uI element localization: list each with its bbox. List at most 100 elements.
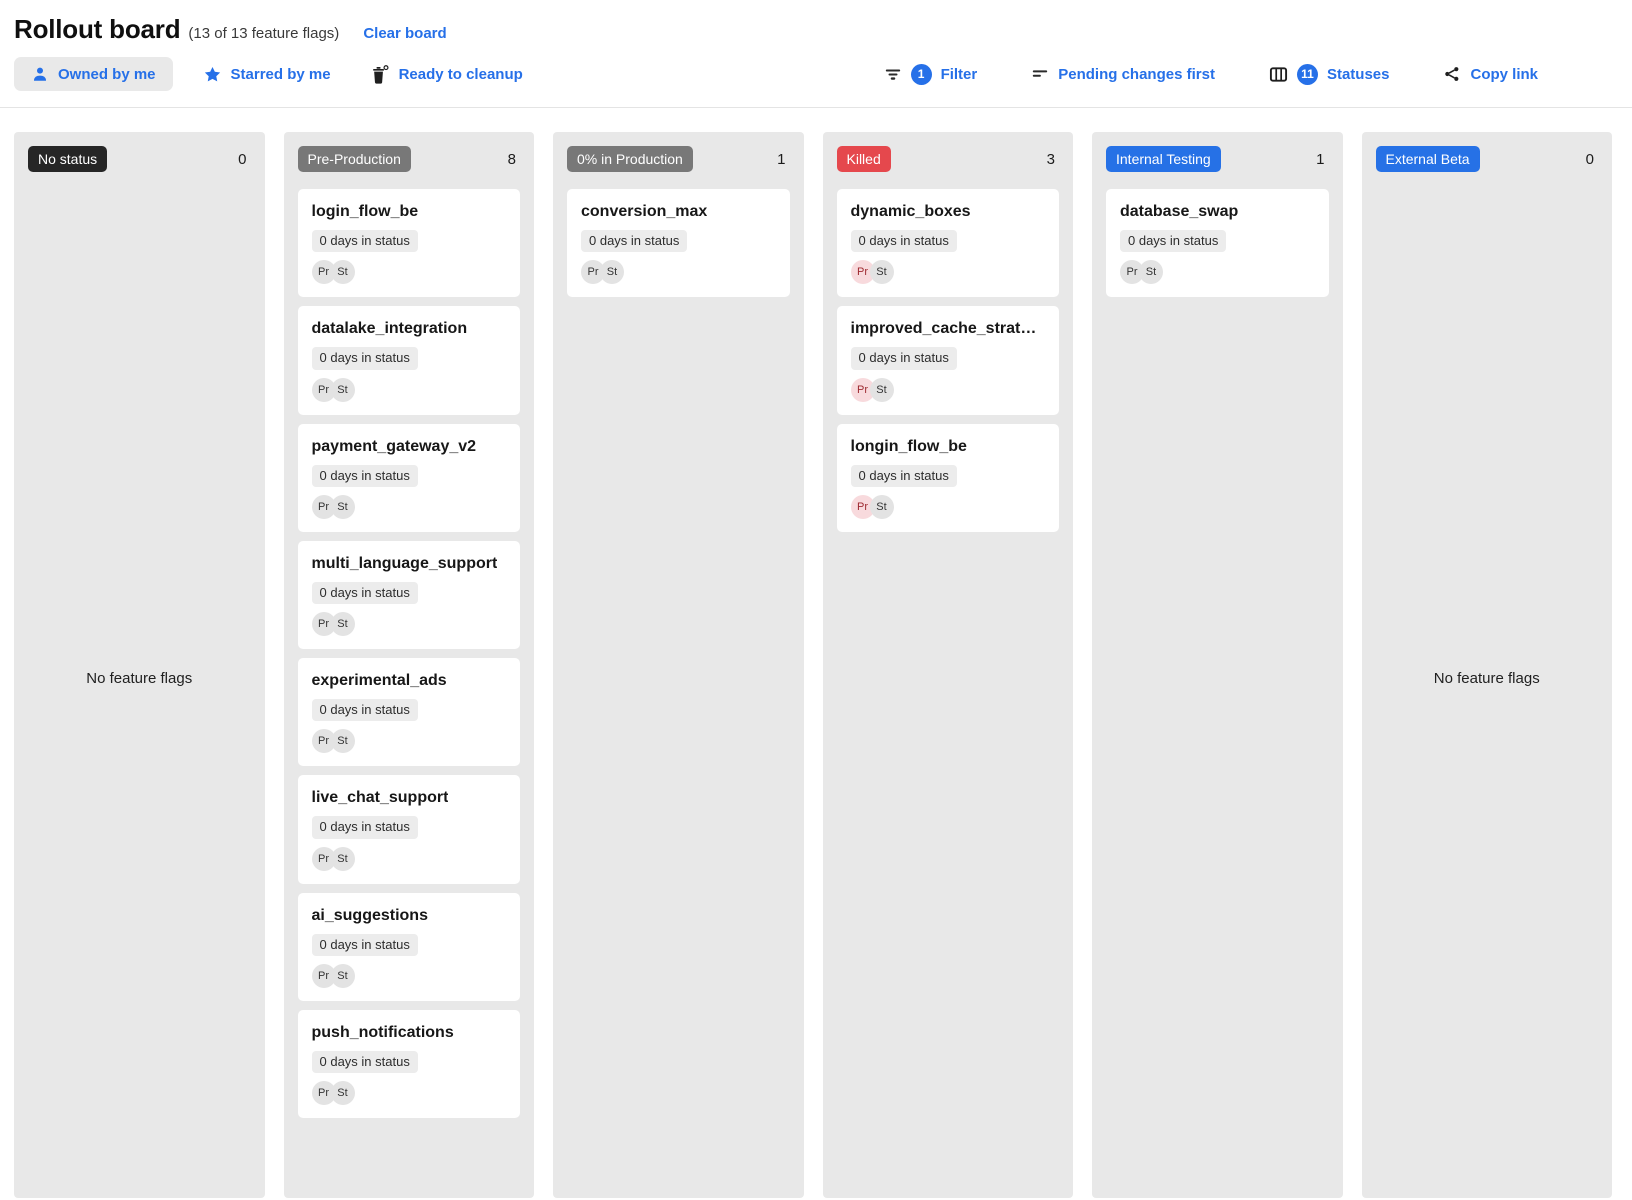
- feature-flag-card[interactable]: dynamic_boxes 0 days in status Pr St: [836, 189, 1059, 298]
- environment-chips: Pr St: [311, 612, 355, 637]
- statuses-count-badge: 11: [1296, 63, 1318, 85]
- days-in-status-chip: 0 days in status: [311, 699, 418, 722]
- flag-name: dynamic_boxes: [850, 203, 971, 220]
- days-in-status-chip: 0 days in status: [311, 347, 418, 370]
- starred-by-me-button[interactable]: Starred by me: [195, 57, 339, 91]
- flag-name: payment_gateway_v2: [311, 437, 477, 455]
- clear-board-link[interactable]: Clear board: [363, 25, 447, 42]
- feature-flag-card[interactable]: push_notifications 0 days in status Pr St: [297, 1010, 520, 1119]
- column-header: External Beta 0: [1375, 146, 1599, 172]
- env-chip-st: St: [330, 377, 355, 402]
- env-chip-st: St: [330, 1081, 355, 1106]
- days-in-status-chip: 0 days in status: [311, 816, 418, 839]
- flag-count-subtitle: (13 of 13 feature flags): [188, 25, 340, 42]
- feature-flag-card[interactable]: ai_suggestions 0 days in status Pr St: [297, 892, 520, 1002]
- share-icon: [1443, 65, 1461, 83]
- flag-name: conversion_max: [581, 203, 708, 220]
- page-title: Rollout board: [14, 14, 181, 44]
- filter-label: Filter: [940, 65, 978, 83]
- environment-chips: Pr St: [311, 494, 355, 519]
- filter-icon: [884, 65, 902, 83]
- copy-link-button[interactable]: Copy link: [1435, 57, 1546, 91]
- feature-flag-card[interactable]: login_flow_be 0 days in status Pr St: [297, 189, 520, 298]
- env-chip-st: St: [330, 964, 355, 989]
- empty-column-text: No feature flags: [86, 669, 193, 687]
- column-header: Killed 3: [836, 146, 1060, 172]
- board-columns-icon: [1269, 65, 1288, 84]
- column-status-badge: External Beta: [1375, 146, 1480, 172]
- starred-by-me-label: Starred by me: [230, 65, 331, 83]
- column-header: Pre-Production 8: [297, 146, 521, 172]
- flag-name: push_notifications: [311, 1024, 454, 1042]
- feature-flag-card[interactable]: datalake_integration 0 days in status Pr St: [297, 306, 520, 415]
- environment-chips: Pr St: [850, 260, 894, 285]
- column-count: 1: [1316, 150, 1325, 168]
- sort-label: Pending changes first: [1058, 65, 1215, 83]
- toolbar-filters: Owned by me Starred by me: [14, 57, 531, 91]
- star-icon: [203, 65, 222, 84]
- feature-flag-card[interactable]: live_chat_support 0 days in status Pr St: [297, 775, 520, 884]
- feature-flag-card[interactable]: payment_gateway_v2 0 days in status Pr St: [297, 423, 520, 532]
- flag-name: multi_language_support: [311, 554, 498, 572]
- header-divider: [0, 107, 1632, 108]
- filter-count-badge: 1: [910, 63, 932, 85]
- column-header: Internal Testing 1: [1106, 146, 1329, 172]
- environment-chips: Pr St: [311, 846, 355, 871]
- card-list: database_swap 0 days in status Pr St: [1106, 189, 1329, 298]
- env-chip-st: St: [869, 494, 894, 519]
- environment-chips: Pr St: [311, 1081, 355, 1106]
- days-in-status-chip: 0 days in status: [850, 347, 957, 370]
- column-status-badge: 0% in Production: [567, 146, 693, 172]
- sort-lines-icon: [1031, 65, 1049, 83]
- feature-flag-card[interactable]: longin_flow_be 0 days in status Pr St: [836, 423, 1059, 532]
- env-chip-pr: Pr: [311, 1081, 336, 1106]
- flag-name: database_swap: [1120, 203, 1239, 220]
- person-icon: [31, 65, 49, 83]
- flag-name: datalake_integration: [311, 320, 468, 338]
- column-status-badge: Internal Testing: [1106, 146, 1221, 172]
- column-count: 0: [238, 150, 247, 168]
- env-chip-st: St: [600, 260, 624, 285]
- column-count: 3: [1046, 150, 1055, 168]
- flag-name: login_flow_be: [311, 203, 419, 220]
- env-chip-st: St: [330, 846, 355, 871]
- flag-name: improved_cache_strategy: [850, 320, 1046, 338]
- copy-link-label: Copy link: [1470, 65, 1538, 83]
- feature-flag-card[interactable]: improved_cache_strategy 0 days in status P…: [836, 306, 1059, 415]
- filter-button[interactable]: 1 Filter: [876, 57, 986, 91]
- owned-by-me-button[interactable]: Owned by me: [14, 57, 173, 91]
- column-count: 1: [777, 150, 786, 168]
- flag-name: longin_flow_be: [850, 437, 967, 455]
- column-count: 0: [1585, 150, 1594, 168]
- ready-to-cleanup-button[interactable]: Ready to cleanup: [361, 57, 531, 91]
- toolbar: Owned by me Starred by me: [14, 57, 1612, 91]
- kanban-column: No status 0 No feature flags: [14, 132, 265, 1198]
- feature-flag-card[interactable]: conversion_max 0 days in status Pr St: [567, 189, 790, 298]
- statuses-button[interactable]: 11 Statuses: [1261, 57, 1398, 91]
- feature-flag-card[interactable]: multi_language_support 0 days in status Pr…: [297, 540, 520, 650]
- environment-chips: Pr St: [581, 260, 624, 285]
- environment-chips: Pr St: [850, 494, 894, 519]
- column-header: 0% in Production 1: [567, 146, 790, 172]
- environment-chips: Pr St: [1120, 260, 1163, 285]
- statuses-label: Statuses: [1326, 65, 1390, 83]
- days-in-status-chip: 0 days in status: [1120, 230, 1227, 253]
- card-list: conversion_max 0 days in status Pr St: [567, 189, 790, 298]
- ready-to-cleanup-label: Ready to cleanup: [398, 65, 523, 83]
- environment-chips: Pr St: [311, 964, 355, 989]
- title-row: Rollout board (13 of 13 feature flags) C…: [14, 14, 1612, 45]
- sort-button[interactable]: Pending changes first: [1023, 57, 1223, 91]
- flag-name: live_chat_support: [311, 789, 449, 807]
- env-chip-st: St: [330, 494, 355, 519]
- column-status-badge: No status: [28, 146, 108, 172]
- column-count: 8: [507, 150, 516, 168]
- environment-chips: Pr St: [311, 260, 355, 285]
- flag-name: ai_suggestions: [311, 906, 428, 924]
- feature-flag-card[interactable]: experimental_ads 0 days in status Pr St: [297, 658, 520, 767]
- toolbar-actions: 1 Filter Pending changes first: [876, 57, 1546, 91]
- days-in-status-chip: 0 days in status: [311, 464, 418, 487]
- env-chip-st: St: [330, 260, 355, 285]
- env-chip-st: St: [869, 377, 894, 402]
- feature-flag-card[interactable]: database_swap 0 days in status Pr St: [1106, 189, 1329, 298]
- column-status-badge: Pre-Production: [297, 146, 411, 172]
